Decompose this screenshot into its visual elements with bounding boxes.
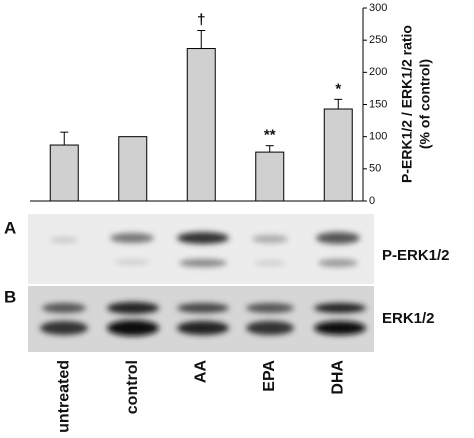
bar — [255, 151, 285, 202]
y-tick-label: 100 — [369, 131, 387, 143]
x-tick-label: untreated — [55, 360, 72, 433]
blot-b-bands — [40, 302, 366, 336]
blot-a-bands — [50, 232, 360, 267]
bar — [118, 136, 148, 202]
x-tick-label: AA — [192, 360, 209, 384]
annotation: ** — [264, 127, 276, 144]
panel-label: B — [4, 287, 16, 306]
y-tick-label: 300 — [369, 2, 387, 14]
x-tick-label: EPA — [261, 360, 278, 392]
x-tick-label: control — [124, 360, 141, 414]
panel-label: A — [4, 218, 16, 237]
bar — [323, 108, 353, 202]
blot-label: ERK1/2 — [382, 310, 435, 327]
y-tick-label: 200 — [369, 66, 387, 78]
bar — [186, 48, 216, 202]
x-tick-label: DHA — [329, 360, 346, 395]
bar — [49, 144, 79, 202]
y-tick-label: 250 — [369, 34, 387, 46]
annotation: † — [197, 11, 205, 28]
annotation: * — [335, 80, 341, 97]
blot-b — [28, 286, 374, 352]
blot-a — [28, 214, 374, 284]
y-axis-label: (% of control) — [417, 59, 433, 149]
y-tick-label: 0 — [369, 195, 375, 207]
y-tick-label: 150 — [369, 98, 387, 110]
blot-label: P-ERK1/2 — [382, 247, 450, 264]
y-axis-label: P-ERK1/2 / ERK1/2 ratio — [399, 25, 415, 183]
y-tick-label: 50 — [369, 163, 381, 175]
